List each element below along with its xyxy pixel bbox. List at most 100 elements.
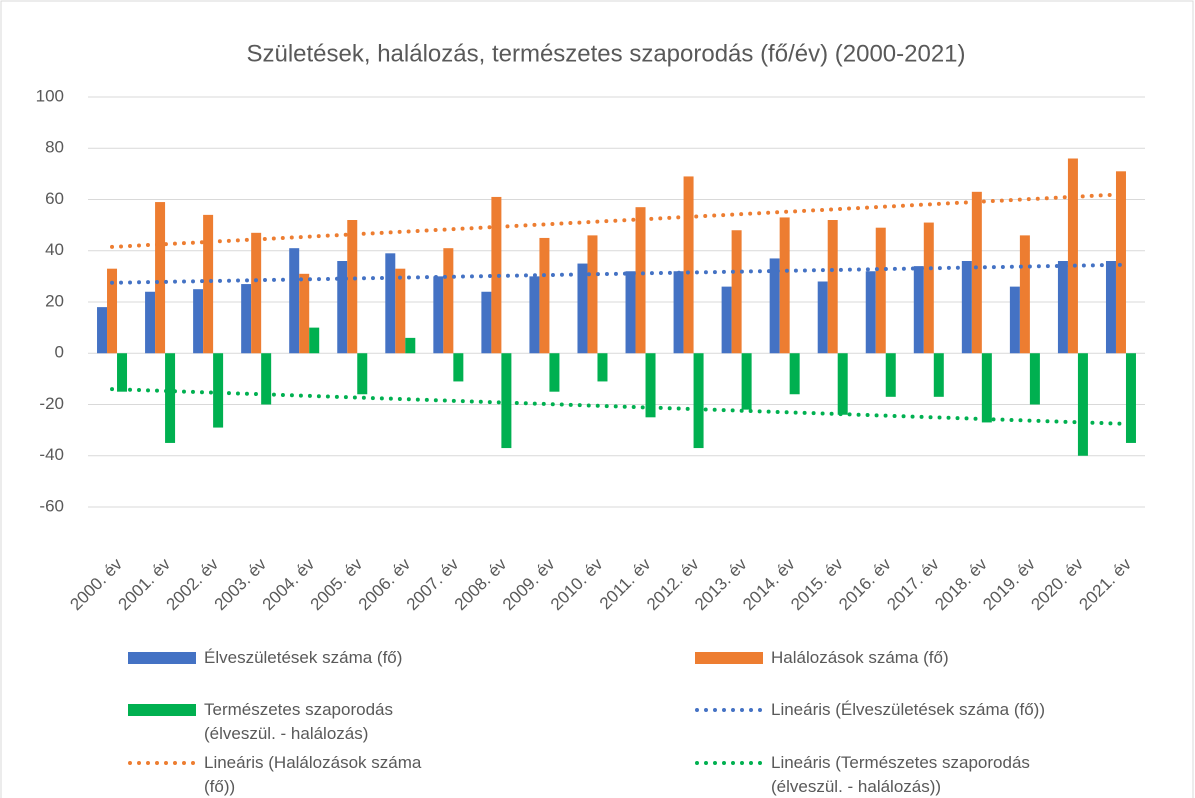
x-tick-label: 2005. év (307, 554, 367, 614)
bar (625, 271, 636, 354)
x-tick-label: 2002. év (163, 554, 223, 614)
bar (433, 276, 444, 354)
y-tick-label: -40 (39, 445, 64, 464)
bar (261, 353, 272, 405)
bar (741, 353, 752, 410)
bar (155, 202, 166, 354)
bar (453, 353, 464, 382)
x-tick-label: 2009. év (499, 554, 559, 614)
bar (1009, 286, 1020, 354)
bar (827, 220, 838, 354)
bar (789, 353, 800, 395)
bar (875, 227, 886, 354)
x-tick-label: 2015. év (787, 554, 847, 614)
bar (1057, 261, 1068, 354)
legend-label: Lineáris (Élveszületések száma (fő)) (771, 700, 1045, 719)
bar (779, 217, 790, 354)
bar (635, 207, 646, 354)
bar (117, 353, 128, 392)
x-tick-label: 2014. év (739, 554, 799, 614)
bar (693, 353, 704, 449)
bar (913, 266, 924, 354)
bar (539, 237, 550, 354)
x-tick-label: 2017. év (883, 554, 943, 614)
bar (817, 281, 828, 354)
y-tick-label: 20 (45, 291, 64, 310)
x-tick-label: 2000. év (66, 554, 126, 614)
bar (865, 271, 876, 354)
y-tick-label: -20 (39, 394, 64, 413)
bar (309, 327, 320, 354)
bar (673, 271, 684, 354)
x-tick-label: 2007. év (403, 554, 463, 614)
bar (1029, 353, 1040, 405)
y-tick-label: 40 (45, 240, 64, 259)
trendline (110, 387, 1123, 426)
bar (395, 268, 406, 354)
bar (1067, 158, 1078, 354)
trendline (110, 262, 1123, 285)
bar (145, 291, 156, 354)
bar (529, 276, 540, 354)
bar (933, 353, 944, 397)
x-tick-label: 2012. év (643, 554, 703, 614)
chart-title: Születések, halálozás, természetes szapo… (246, 40, 965, 67)
bar (1105, 261, 1116, 354)
bar (961, 261, 972, 354)
bar (213, 353, 224, 428)
bar (597, 353, 608, 382)
trendline (110, 192, 1123, 249)
bar (501, 353, 512, 449)
x-tick-label: 2008. év (451, 554, 511, 614)
bar (721, 286, 732, 354)
bar (885, 353, 896, 397)
x-tick-label: 2006. év (355, 554, 415, 614)
bar (347, 220, 358, 354)
bar (587, 235, 598, 354)
bar (549, 353, 560, 392)
legend-swatch (128, 652, 196, 664)
x-tick-label: 2010. év (547, 554, 607, 614)
bar (1115, 171, 1126, 354)
x-tick-label: 2016. év (835, 554, 895, 614)
bar (923, 222, 934, 354)
bar (385, 253, 396, 354)
bar (645, 353, 656, 418)
x-tick-label: 2018. év (931, 554, 991, 614)
legend-label: Lineáris (Természetes szaporodás (élvesz… (771, 753, 1030, 796)
bar (1077, 353, 1088, 456)
bar (577, 263, 588, 354)
bar (683, 176, 694, 354)
y-tick-label: 80 (45, 138, 64, 157)
x-tick-label: 2021. év (1075, 554, 1135, 614)
bar (769, 258, 780, 354)
legend-label: Természetes szaporodás (élveszül. - halá… (204, 700, 393, 743)
bar (971, 191, 982, 354)
y-tick-label: 60 (45, 189, 64, 208)
bar (981, 353, 992, 423)
legend-label: Élveszületések száma (fő) (204, 648, 403, 667)
legend-label: Halálozások száma (fő) (771, 648, 949, 667)
bar (837, 353, 848, 415)
x-tick-label: 2001. év (115, 554, 175, 614)
bar (97, 307, 108, 354)
bar (443, 248, 454, 354)
bar (491, 196, 502, 354)
y-tick-label: 100 (36, 86, 64, 105)
x-tick-label: 2013. év (691, 554, 751, 614)
legend-label: Lineáris (Halálozások száma (fő)) (204, 753, 422, 796)
bar (1019, 235, 1030, 354)
bar (731, 230, 742, 354)
bar (193, 289, 204, 354)
x-tick-label: 2003. év (211, 554, 271, 614)
x-tick-label: 2019. év (979, 554, 1039, 614)
bar (251, 232, 262, 354)
bar (165, 353, 176, 443)
y-tick-label: -60 (39, 496, 64, 515)
bar (289, 248, 300, 354)
x-tick-label: 2020. év (1027, 554, 1087, 614)
bar (1125, 353, 1136, 443)
bar (203, 214, 214, 354)
